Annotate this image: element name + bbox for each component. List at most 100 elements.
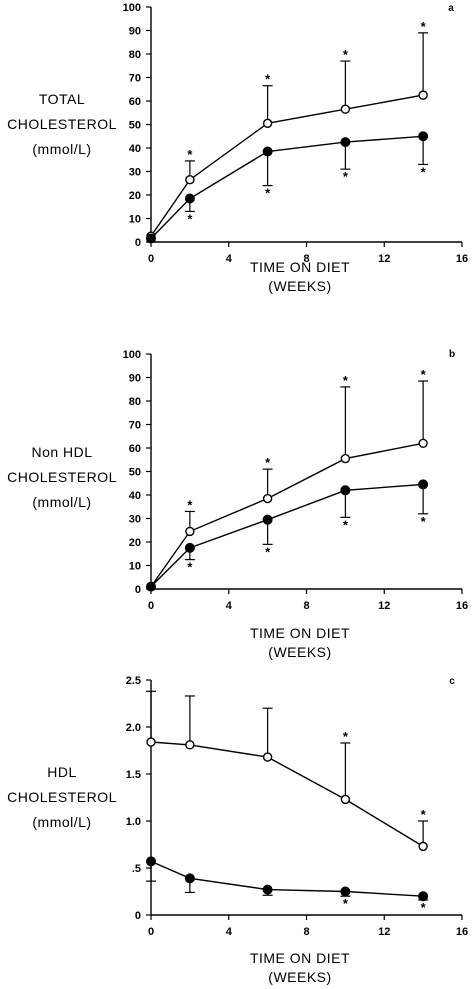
panel-c-open-series-line (150, 741, 424, 847)
panel-b-y-axis-label: Non HDL (31, 444, 92, 460)
panel-b-y-tick-label: 40 (129, 490, 141, 502)
panel-b-filled-series-significance-star: * (187, 560, 193, 575)
panel-c-y-tick-label: 1.5 (126, 769, 141, 781)
panel-b-y-tick-label: 100 (123, 349, 141, 361)
panel-b-y-tick-label: 70 (129, 420, 141, 432)
panel-b-panel-letter: b (449, 349, 455, 360)
panel-b-x-axis-label: (WEEKS) (268, 644, 331, 660)
panel-a-filled-series-point (418, 131, 429, 142)
panel-b-x-axis-label: TIME ON DIET (250, 625, 350, 641)
panel-c-filled-series-significance-star: * (343, 896, 349, 911)
panel-c-x-tick-label: 4 (226, 926, 233, 938)
panel-a-x-axis-label: (WEEKS) (268, 278, 331, 294)
panel-a-y-tick-label: 60 (129, 96, 141, 108)
panel-a-y-tick-label: 50 (129, 120, 141, 132)
panel-b-y-tick-label: 30 (129, 514, 141, 526)
panel-a-y-tick-label: 100 (123, 2, 141, 14)
panel-c-x-tick-label: 16 (456, 926, 468, 938)
panel-b-open-series-point (262, 493, 273, 504)
panel-b-y-tick-label: 0 (135, 584, 141, 596)
panel-a-filled-series-significance-star: * (187, 211, 193, 226)
panel-b-x-tick-label: 0 (148, 600, 154, 612)
panel-a-filled-series-point (262, 146, 273, 157)
panel-b-filled-series-significance-star: * (265, 544, 271, 559)
panel-c-filled-series-point (184, 873, 195, 884)
panel-a-y-tick-label: 80 (129, 49, 141, 61)
panel-a-filled-series-point (340, 137, 351, 148)
panel-b-x-tick-label: 12 (378, 600, 390, 612)
panel-a-y-tick-label: 40 (129, 143, 141, 155)
panel-c-filled-series-significance-star: * (421, 900, 427, 915)
panel-a-y-tick-label: 70 (129, 73, 141, 85)
panel-a-filled-series-significance-star: * (265, 186, 271, 201)
panel-c-panel-letter: c (449, 676, 455, 687)
panel-a-y-tick-label: 20 (129, 190, 141, 202)
panel-a-open-series-significance-star: * (265, 72, 271, 87)
panel-a-x-tick-label: 0 (148, 253, 154, 265)
panel-a-x-tick-label: 4 (226, 253, 233, 265)
panel-a-x-axis-label: TIME ON DIET (250, 259, 350, 275)
panel-b-y-tick-label: 90 (129, 373, 141, 385)
panel-a-y-axis-label: TOTAL (39, 91, 85, 107)
panel-c-x-axis-label: TIME ON DIET (250, 950, 350, 966)
panel-c-y-tick-label: .5 (132, 863, 141, 875)
panel-b-open-series-point (185, 526, 195, 537)
panel-c-open-series-significance-star: * (343, 729, 349, 744)
panel-a-open-series-point (262, 118, 273, 129)
panel-c-y-axis-label: CHOLESTEROL (7, 789, 117, 805)
panel-b-y-tick-label: 60 (129, 443, 141, 455)
panel-b-x-tick-label: 4 (226, 600, 233, 612)
panel-c-y-axis-label: HDL (47, 764, 77, 780)
panel-c-open-series-point (340, 794, 351, 805)
panel-b-y-tick-label: 50 (129, 467, 141, 479)
panel-b-open-series-significance-star: * (343, 373, 349, 388)
panel-a-open-series-significance-star: * (421, 19, 427, 34)
panel-c-x-tick-label: 8 (303, 926, 309, 938)
panel-a-panel-letter: a (448, 3, 454, 14)
panel-a-filled-series-significance-star: * (421, 164, 427, 179)
panel-a-y-axis-label: CHOLESTEROL (7, 116, 117, 132)
panel-a-x-tick-label: 16 (456, 253, 468, 265)
panel-b-filled-series-significance-star: * (343, 517, 349, 532)
panel-a-open-series-point (340, 104, 351, 114)
panel-b-y-axis-label: CHOLESTEROL (7, 469, 117, 485)
panel-b-filled-series-point (418, 479, 429, 490)
panel-c-y-tick-label: 2.0 (126, 722, 141, 734)
panel-b-x-tick-label: 16 (456, 600, 468, 612)
panel-c-x-axis-label: (WEEKS) (268, 969, 331, 985)
panel-a-x-tick-label: 12 (378, 253, 390, 265)
panel-b-filled-series-point (184, 542, 195, 553)
panel-c-x-tick-label: 12 (378, 926, 390, 938)
panel-a-filled-series-point (146, 233, 156, 244)
panel-b-open-series-point (418, 438, 428, 448)
panel-a-filled-series-point (184, 193, 195, 204)
panel-b-filled-series-point (340, 485, 351, 496)
panel-b-y-tick-label: 20 (129, 537, 141, 549)
panel-c-open-series-point (418, 841, 428, 852)
panel-b-filled-series-point (146, 581, 156, 592)
panel-b-open-series-point (340, 453, 351, 464)
panel-b-open-series-significance-star: * (265, 455, 271, 470)
panel-b-filled-series-significance-star: * (421, 514, 427, 529)
panel-b-x-tick-label: 8 (303, 600, 309, 612)
panel-c-filled-series-point (262, 884, 273, 895)
panel-a-y-tick-label: 90 (129, 26, 141, 38)
panel-c-x-tick-label: 0 (148, 926, 154, 938)
panel-c-open-series-point (185, 740, 195, 750)
panel-a-x-tick-label: 8 (303, 253, 309, 265)
panel-c-open-series-significance-star: * (421, 807, 427, 822)
panel-a-filled-series-significance-star: * (343, 169, 349, 184)
panel-b-y-tick-label: 10 (129, 561, 141, 573)
panel-c-open-series-point (146, 737, 156, 747)
panel-b-y-tick-label: 80 (129, 396, 141, 408)
panel-a-open-series-significance-star: * (187, 147, 193, 162)
panel-b-y-axis-label: (mmol/L) (32, 494, 91, 510)
panel-c-y-tick-label: 1.0 (126, 816, 141, 828)
panel-b-open-series-significance-star: * (421, 367, 427, 382)
panel-a-y-tick-label: 30 (129, 167, 141, 179)
panel-c-y-tick-label: 0 (135, 910, 141, 922)
panel-c-filled-series-point (146, 856, 156, 867)
panel-a-open-series-significance-star: * (343, 47, 349, 62)
panel-c-y-axis-label: (mmol/L) (32, 814, 91, 830)
